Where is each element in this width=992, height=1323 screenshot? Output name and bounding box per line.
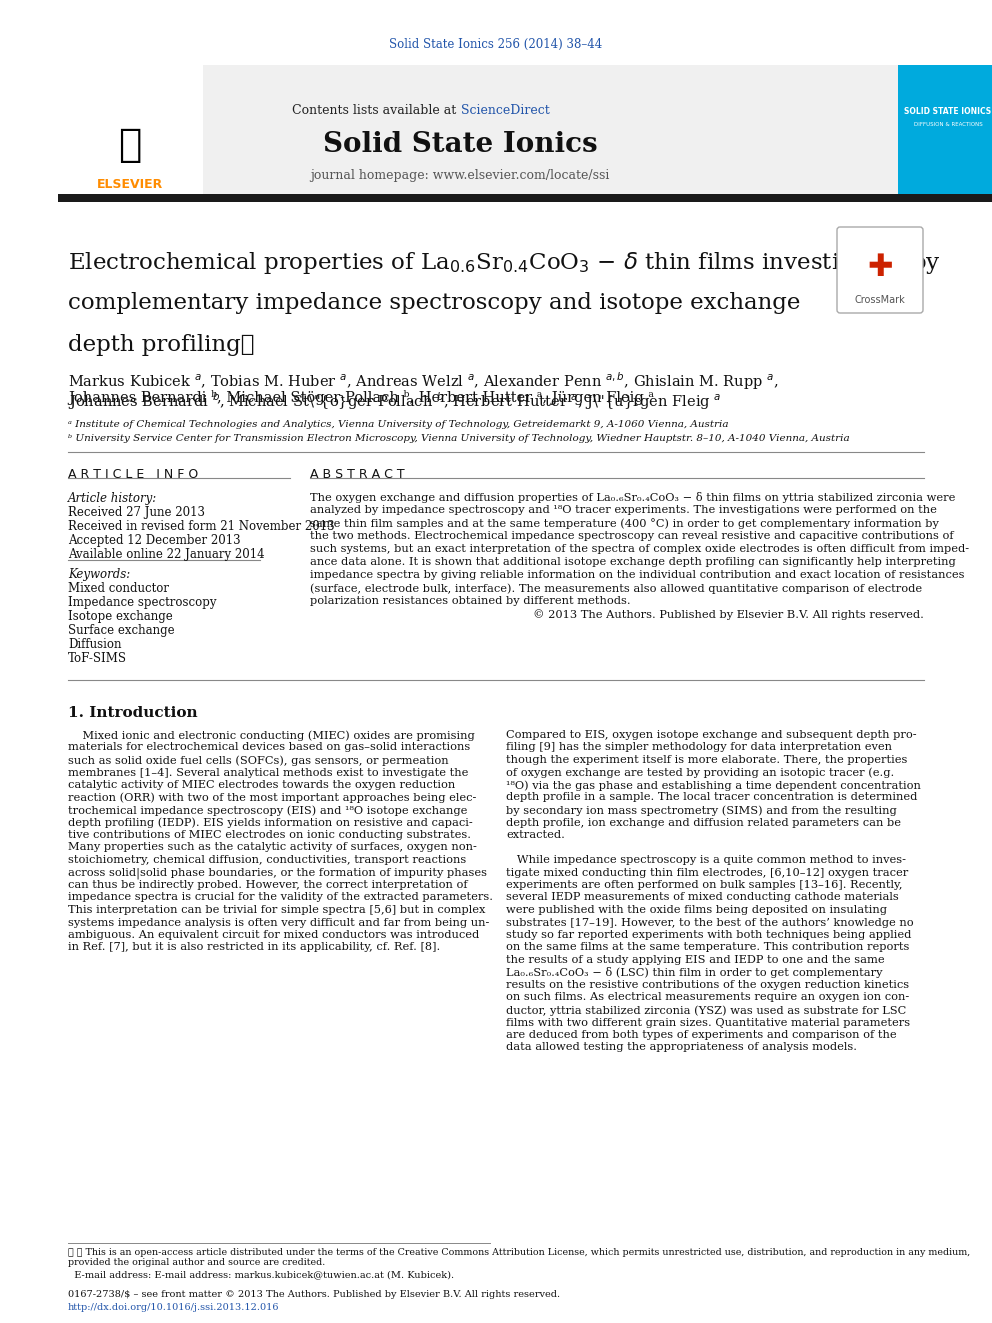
Text: Contents lists available at: Contents lists available at (292, 103, 460, 116)
Text: Mixed conductor: Mixed conductor (68, 582, 169, 595)
Text: reaction (ORR) with two of the most important approaches being elec-: reaction (ORR) with two of the most impo… (68, 792, 476, 803)
Text: tigate mixed conducting thin film electrodes, [6,10–12] oxygen tracer: tigate mixed conducting thin film electr… (506, 868, 909, 877)
Text: the results of a study applying EIS and IEDP to one and the same: the results of a study applying EIS and … (506, 955, 885, 964)
Text: were published with the oxide films being deposited on insulating: were published with the oxide films bein… (506, 905, 887, 916)
Text: The oxygen exchange and diffusion properties of La₀.₆Sr₀.₄CoO₃ − δ thin films on: The oxygen exchange and diffusion proper… (310, 492, 955, 503)
Text: such as solid oxide fuel cells (SOFCs), gas sensors, or permeation: such as solid oxide fuel cells (SOFCs), … (68, 755, 448, 766)
Text: are deduced from both types of experiments and comparison of the: are deduced from both types of experimen… (506, 1031, 897, 1040)
Text: ☆ ☆ This is an open-access article distributed under the terms of the Creative C: ☆ ☆ This is an open-access article distr… (68, 1248, 970, 1267)
Text: data allowed testing the appropriateness of analysis models.: data allowed testing the appropriateness… (506, 1043, 857, 1053)
Text: can thus be indirectly probed. However, the correct interpretation of: can thus be indirectly probed. However, … (68, 880, 467, 890)
Text: of oxygen exchange are tested by providing an isotopic tracer (e.g.: of oxygen exchange are tested by providi… (506, 767, 894, 778)
Text: depth profiling (IEDP). EIS yields information on resistive and capaci-: depth profiling (IEDP). EIS yields infor… (68, 818, 473, 828)
Text: La₀.₆Sr₀.₄CoO₃ − δ (LSC) thin film in order to get complementary: La₀.₆Sr₀.₄CoO₃ − δ (LSC) thin film in or… (506, 967, 883, 979)
Text: Johannes Bernardi ᵇ, Michael Stöger-Pollach ᵇ, Herbert Hutter ᵃ, Jürgen Fleig ᵃ: Johannes Bernardi ᵇ, Michael Stöger-Poll… (68, 390, 654, 405)
Text: 0167-2738/$ – see front matter © 2013 The Authors. Published by Elsevier B.V. Al: 0167-2738/$ – see front matter © 2013 Th… (68, 1290, 560, 1299)
Text: ductor, yttria stabilized zirconia (YSZ) was used as substrate for LSC: ductor, yttria stabilized zirconia (YSZ)… (506, 1005, 907, 1016)
Text: on the same films at the same temperature. This contribution reports: on the same films at the same temperatur… (506, 942, 910, 953)
Text: Solid State Ionics: Solid State Ionics (322, 131, 597, 159)
FancyBboxPatch shape (58, 65, 898, 194)
Text: trochemical impedance spectroscopy (EIS) and ¹⁸O isotope exchange: trochemical impedance spectroscopy (EIS)… (68, 804, 467, 815)
Text: Received in revised form 21 November 2013: Received in revised form 21 November 201… (68, 520, 334, 533)
Text: Accepted 12 December 2013: Accepted 12 December 2013 (68, 534, 241, 546)
Text: SOLID STATE IONICS: SOLID STATE IONICS (905, 107, 992, 116)
Text: Mixed ionic and electronic conducting (MIEC) oxides are promising: Mixed ionic and electronic conducting (M… (68, 730, 475, 741)
Text: results on the resistive contributions of the oxygen reduction kinetics: results on the resistive contributions o… (506, 980, 909, 990)
Text: Isotope exchange: Isotope exchange (68, 610, 173, 623)
Text: impedance spectra by giving reliable information on the individual contribution : impedance spectra by giving reliable inf… (310, 570, 964, 579)
Text: depth profile, ion exchange and diffusion related parameters can be: depth profile, ion exchange and diffusio… (506, 818, 901, 827)
Text: ScienceDirect: ScienceDirect (461, 103, 550, 116)
Text: tive contributions of MIEC electrodes on ionic conducting substrates.: tive contributions of MIEC electrodes on… (68, 830, 471, 840)
Text: CrossMark: CrossMark (855, 295, 906, 306)
Text: Solid State Ionics 256 (2014) 38–44: Solid State Ionics 256 (2014) 38–44 (390, 38, 602, 52)
Text: analyzed by impedance spectroscopy and ¹⁸O tracer experiments. The investigation: analyzed by impedance spectroscopy and ¹… (310, 505, 936, 515)
Text: DIFFUSION & REACTIONS: DIFFUSION & REACTIONS (914, 122, 982, 127)
Text: journal homepage: www.elsevier.com/locate/ssi: journal homepage: www.elsevier.com/locat… (310, 168, 610, 181)
Text: A B S T R A C T: A B S T R A C T (310, 468, 405, 482)
Text: in Ref. [7], but it is also restricted in its applicability, cf. Ref. [8].: in Ref. [7], but it is also restricted i… (68, 942, 440, 953)
Text: While impedance spectroscopy is a quite common method to inves-: While impedance spectroscopy is a quite … (506, 855, 906, 865)
Text: depth profile in a sample. The local tracer concentration is determined: depth profile in a sample. The local tra… (506, 792, 918, 803)
Text: http://dx.doi.org/10.1016/j.ssi.2013.12.016: http://dx.doi.org/10.1016/j.ssi.2013.12.… (68, 1303, 280, 1312)
Text: Johannes Bernardi $^b$, Michael St\"{o}ger-Pollach $^b$, Herbert Hutter $^a$, J\: Johannes Bernardi $^b$, Michael St\"{o}g… (68, 390, 721, 411)
Text: Impedance spectroscopy: Impedance spectroscopy (68, 595, 216, 609)
Text: though the experiment itself is more elaborate. There, the properties: though the experiment itself is more ela… (506, 755, 908, 765)
Text: same thin film samples and at the same temperature (400 °C) in order to get comp: same thin film samples and at the same t… (310, 519, 938, 529)
Text: the two methods. Electrochemical impedance spectroscopy can reveal resistive and: the two methods. Electrochemical impedan… (310, 531, 953, 541)
Text: stoichiometry, chemical diffusion, conductivities, transport reactions: stoichiometry, chemical diffusion, condu… (68, 855, 466, 865)
Text: membranes [1–4]. Several analytical methods exist to investigate the: membranes [1–4]. Several analytical meth… (68, 767, 468, 778)
Text: ambiguous. An equivalent circuit for mixed conductors was introduced: ambiguous. An equivalent circuit for mix… (68, 930, 479, 941)
Text: complementary impedance spectroscopy and isotope exchange: complementary impedance spectroscopy and… (68, 292, 801, 314)
Text: ance data alone. It is shown that additional isotope exchange depth profiling ca: ance data alone. It is shown that additi… (310, 557, 955, 568)
FancyBboxPatch shape (58, 65, 203, 194)
Text: Electrochemical properties of La$_{0.6}$Sr$_{0.4}$CoO$_3$ $-$ $\delta$ thin film: Electrochemical properties of La$_{0.6}$… (68, 250, 941, 277)
Text: filing [9] has the simpler methodology for data interpretation even: filing [9] has the simpler methodology f… (506, 742, 892, 753)
Text: ELSEVIER: ELSEVIER (97, 179, 163, 192)
Text: films with two different grain sizes. Quantitative material parameters: films with two different grain sizes. Qu… (506, 1017, 910, 1028)
Text: Markus Kubicek $^a$, Tobias M. Huber $^a$, Andreas Welzl $^a$, Alexander Penn $^: Markus Kubicek $^a$, Tobias M. Huber $^a… (68, 370, 779, 392)
Text: systems impedance analysis is often very difficult and far from being un-: systems impedance analysis is often very… (68, 917, 489, 927)
Text: ✚: ✚ (867, 254, 893, 283)
Text: several IEDP measurements of mixed conducting cathode materials: several IEDP measurements of mixed condu… (506, 893, 899, 902)
Text: substrates [17–19]. However, to the best of the authors’ knowledge no: substrates [17–19]. However, to the best… (506, 917, 914, 927)
Text: Available online 22 January 2014: Available online 22 January 2014 (68, 548, 265, 561)
Text: ToF-SIMS: ToF-SIMS (68, 652, 127, 665)
Text: 🌳: 🌳 (118, 126, 142, 164)
Text: polarization resistances obtained by different methods.: polarization resistances obtained by dif… (310, 595, 631, 606)
Text: ¹⁸O) via the gas phase and establishing a time dependent concentration: ¹⁸O) via the gas phase and establishing … (506, 781, 921, 791)
Text: Many properties such as the catalytic activity of surfaces, oxygen non-: Many properties such as the catalytic ac… (68, 843, 477, 852)
Text: by secondary ion mass spectrometry (SIMS) and from the resulting: by secondary ion mass spectrometry (SIMS… (506, 804, 897, 815)
Text: Keywords:: Keywords: (68, 568, 130, 581)
Text: Article history:: Article history: (68, 492, 158, 505)
Text: (surface, electrode bulk, interface). The measurements also allowed quantitative: (surface, electrode bulk, interface). Th… (310, 583, 923, 594)
Text: © 2013 The Authors. Published by Elsevier B.V. All rights reserved.: © 2013 The Authors. Published by Elsevie… (533, 609, 924, 619)
Text: such systems, but an exact interpretation of the spectra of complex oxide electr: such systems, but an exact interpretatio… (310, 544, 969, 554)
Text: study so far reported experiments with both techniques being applied: study so far reported experiments with b… (506, 930, 912, 941)
Text: on such films. As electrical measurements require an oxygen ion con-: on such films. As electrical measurement… (506, 992, 910, 1003)
Text: ᵃ Institute of Chemical Technologies and Analytics, Vienna University of Technol: ᵃ Institute of Chemical Technologies and… (68, 419, 728, 429)
Text: experiments are often performed on bulk samples [13–16]. Recently,: experiments are often performed on bulk … (506, 880, 903, 890)
Text: materials for electrochemical devices based on gas–solid interactions: materials for electrochemical devices ba… (68, 742, 470, 753)
Text: Diffusion: Diffusion (68, 638, 121, 651)
Text: A R T I C L E   I N F O: A R T I C L E I N F O (68, 468, 198, 482)
Text: impedance spectra is crucial for the validity of the extracted parameters.: impedance spectra is crucial for the val… (68, 893, 493, 902)
Text: across solid|solid phase boundaries, or the formation of impurity phases: across solid|solid phase boundaries, or … (68, 868, 487, 878)
Text: 1. Introduction: 1. Introduction (68, 706, 197, 720)
FancyBboxPatch shape (898, 65, 992, 194)
Text: This interpretation can be trivial for simple spectra [5,6] but in complex: This interpretation can be trivial for s… (68, 905, 485, 916)
Text: Received 27 June 2013: Received 27 June 2013 (68, 505, 205, 519)
Text: ᵇ University Service Center for Transmission Electron Microscopy, Vienna Univers: ᵇ University Service Center for Transmis… (68, 434, 849, 443)
FancyBboxPatch shape (837, 228, 923, 314)
Text: depth profiling☆: depth profiling☆ (68, 333, 255, 356)
Text: catalytic activity of MIEC electrodes towards the oxygen reduction: catalytic activity of MIEC electrodes to… (68, 781, 455, 790)
Bar (58, 194, 992, 202)
Text: extracted.: extracted. (506, 830, 564, 840)
Text: E-mail address: E-mail address: markus.kubicek@tuwien.ac.at (M. Kubicek).: E-mail address: E-mail address: markus.k… (68, 1270, 454, 1279)
Text: Surface exchange: Surface exchange (68, 624, 175, 636)
Text: Compared to EIS, oxygen isotope exchange and subsequent depth pro-: Compared to EIS, oxygen isotope exchange… (506, 730, 917, 740)
